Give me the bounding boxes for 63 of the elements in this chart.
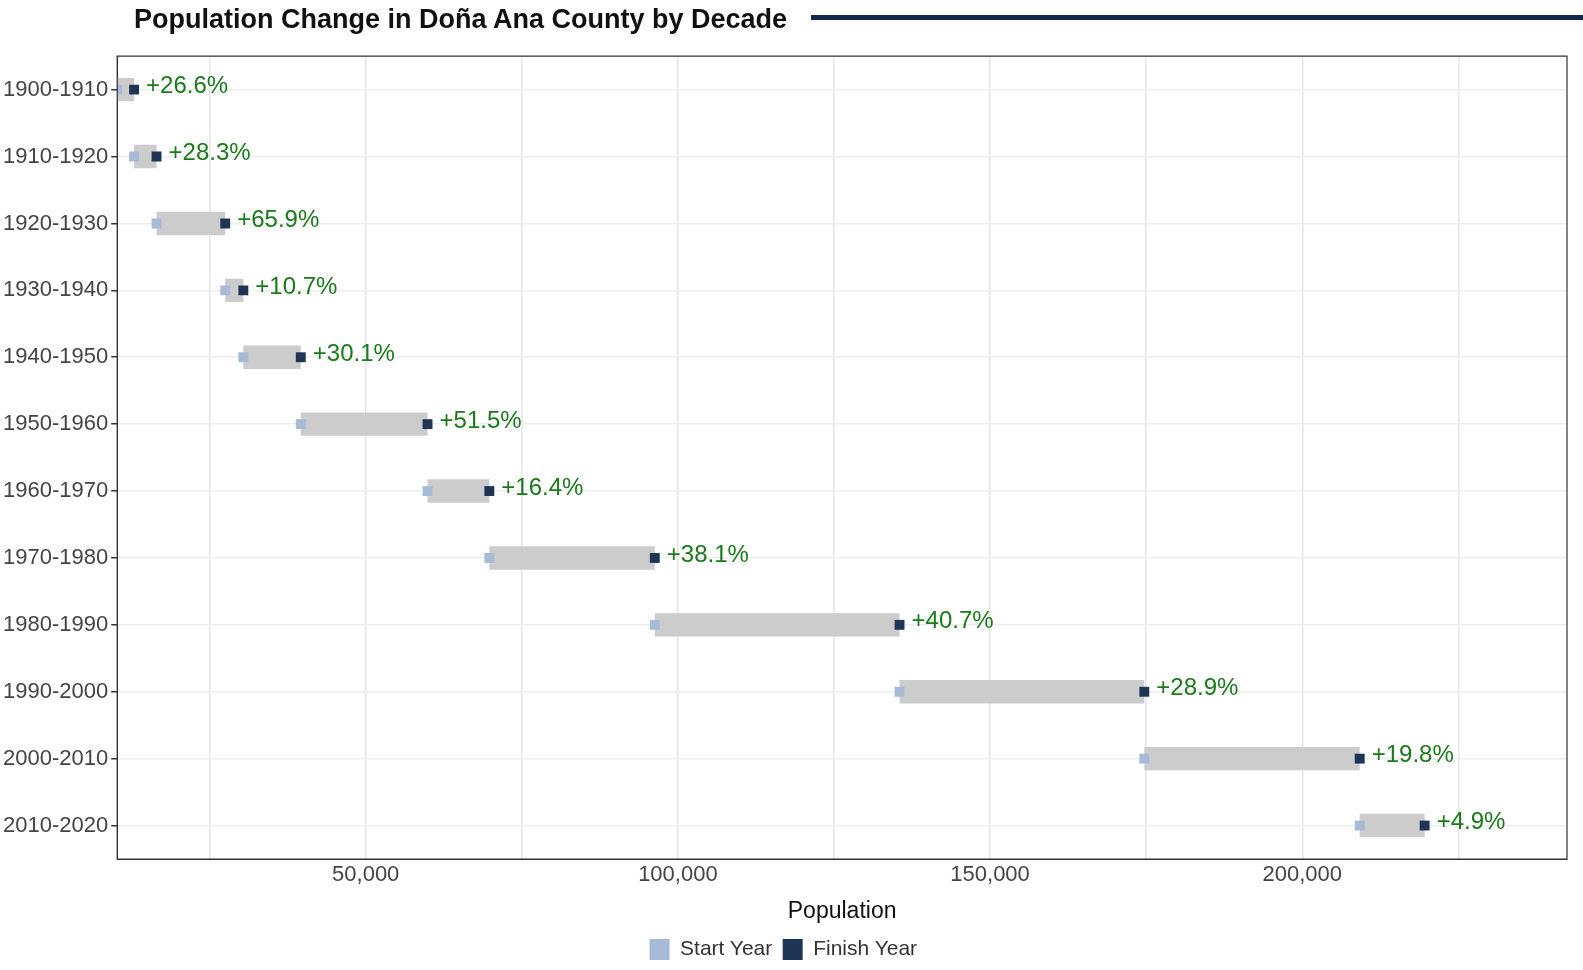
y-tick-label: 1960-1970 bbox=[2, 477, 109, 503]
annotation: +28.9% bbox=[1156, 673, 1239, 701]
point bbox=[1139, 686, 1150, 697]
y-tick-label: 1900-1910 bbox=[2, 75, 109, 101]
point bbox=[129, 84, 140, 95]
x-axis-title: Population bbox=[787, 896, 897, 923]
point bbox=[894, 619, 905, 630]
bar bbox=[156, 211, 226, 236]
bar bbox=[1359, 813, 1425, 838]
annotation: +30.1% bbox=[312, 338, 395, 366]
bar bbox=[243, 345, 301, 369]
y-tick-label: 2000-2010 bbox=[2, 744, 109, 770]
x-tick-label: 100,000 bbox=[638, 861, 718, 887]
point bbox=[220, 285, 231, 296]
y-tick-label: 1920-1930 bbox=[2, 209, 109, 235]
annotation: +26.6% bbox=[146, 71, 229, 99]
y-tick-label: 1980-1990 bbox=[2, 610, 109, 636]
annotation: +10.7% bbox=[255, 271, 338, 299]
point bbox=[129, 151, 140, 162]
point bbox=[484, 553, 495, 563]
point bbox=[151, 151, 162, 162]
y-tick-label: 1950-1960 bbox=[2, 410, 109, 436]
annotation: +40.7% bbox=[911, 606, 994, 634]
bar bbox=[489, 546, 655, 570]
x-tick-label: 150,000 bbox=[950, 861, 1030, 887]
point bbox=[295, 352, 306, 363]
annotation: +38.1% bbox=[666, 539, 749, 567]
point bbox=[422, 419, 433, 430]
point bbox=[894, 686, 905, 697]
annotation: +19.8% bbox=[1371, 740, 1454, 768]
point bbox=[220, 218, 231, 229]
point bbox=[238, 285, 249, 296]
bar bbox=[899, 680, 1145, 704]
y-tick-label: 1970-1980 bbox=[2, 544, 109, 570]
point bbox=[295, 419, 306, 430]
point bbox=[649, 553, 660, 563]
y-tick-label: 1930-1940 bbox=[2, 276, 109, 302]
y-tick-label: 1990-2000 bbox=[2, 677, 109, 703]
point bbox=[238, 352, 249, 363]
bar bbox=[427, 479, 490, 503]
legend-label: Finish Year bbox=[813, 936, 918, 960]
point bbox=[1139, 753, 1150, 764]
annotation: +65.9% bbox=[237, 205, 320, 233]
y-tick-label: 1940-1950 bbox=[2, 343, 109, 369]
annotation: +51.5% bbox=[439, 405, 522, 433]
point bbox=[1354, 820, 1365, 831]
x-tick-label: 200,000 bbox=[1262, 861, 1343, 887]
point bbox=[422, 486, 433, 496]
annotation: +4.9% bbox=[1436, 807, 1506, 835]
x-tick-label: 50,000 bbox=[332, 861, 400, 887]
point bbox=[1354, 753, 1365, 764]
point bbox=[1419, 820, 1430, 831]
bar bbox=[1144, 746, 1360, 771]
bar bbox=[300, 412, 428, 436]
point bbox=[649, 619, 660, 630]
legend-label: Start Year bbox=[680, 936, 773, 960]
point bbox=[484, 486, 495, 496]
annotation: +28.3% bbox=[168, 138, 251, 166]
chart-title: Population Change in Doña Ana County by Decade bbox=[134, 4, 788, 35]
y-tick-label: 2010-2020 bbox=[2, 811, 109, 837]
y-tick-label: 1910-1920 bbox=[2, 142, 109, 168]
bar bbox=[654, 613, 900, 637]
annotation: +16.4% bbox=[501, 472, 584, 500]
